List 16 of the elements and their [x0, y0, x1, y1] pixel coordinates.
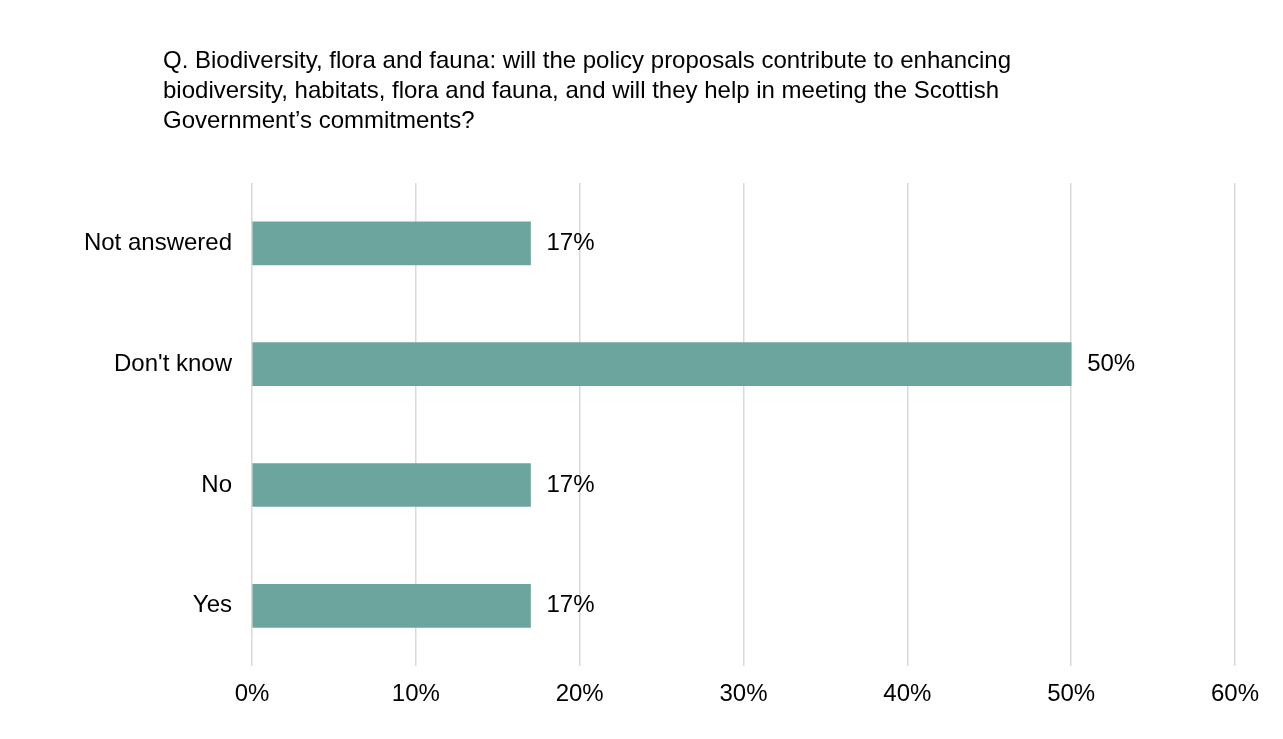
- x-tick-label: 60%: [1210, 679, 1260, 707]
- x-tick-label: 0%: [234, 679, 270, 707]
- y-tick-label: No: [201, 469, 232, 497]
- x-tick-label: 20%: [555, 679, 604, 707]
- data-label: 17%: [546, 590, 595, 618]
- x-tick-label: 40%: [883, 679, 932, 707]
- y-tick-label: Don't know: [114, 348, 233, 376]
- data-label: 17%: [546, 228, 595, 256]
- x-tick-label: 50%: [1047, 679, 1096, 707]
- x-tick-label: 30%: [719, 679, 768, 707]
- y-tick-label: Yes: [192, 590, 232, 618]
- x-tick-label: 10%: [391, 679, 440, 707]
- y-tick-label: Not answered: [83, 228, 232, 256]
- data-label: 17%: [546, 469, 595, 497]
- data-label: 50%: [1087, 348, 1136, 376]
- chart-title: Q. Biodiversity, flora and fauna: will the policy proposals contribute to enhancing biodiversity, habitats, flora and fauna, and will they help in meeting the Scottish Government’s commitments?: [163, 45, 1013, 135]
